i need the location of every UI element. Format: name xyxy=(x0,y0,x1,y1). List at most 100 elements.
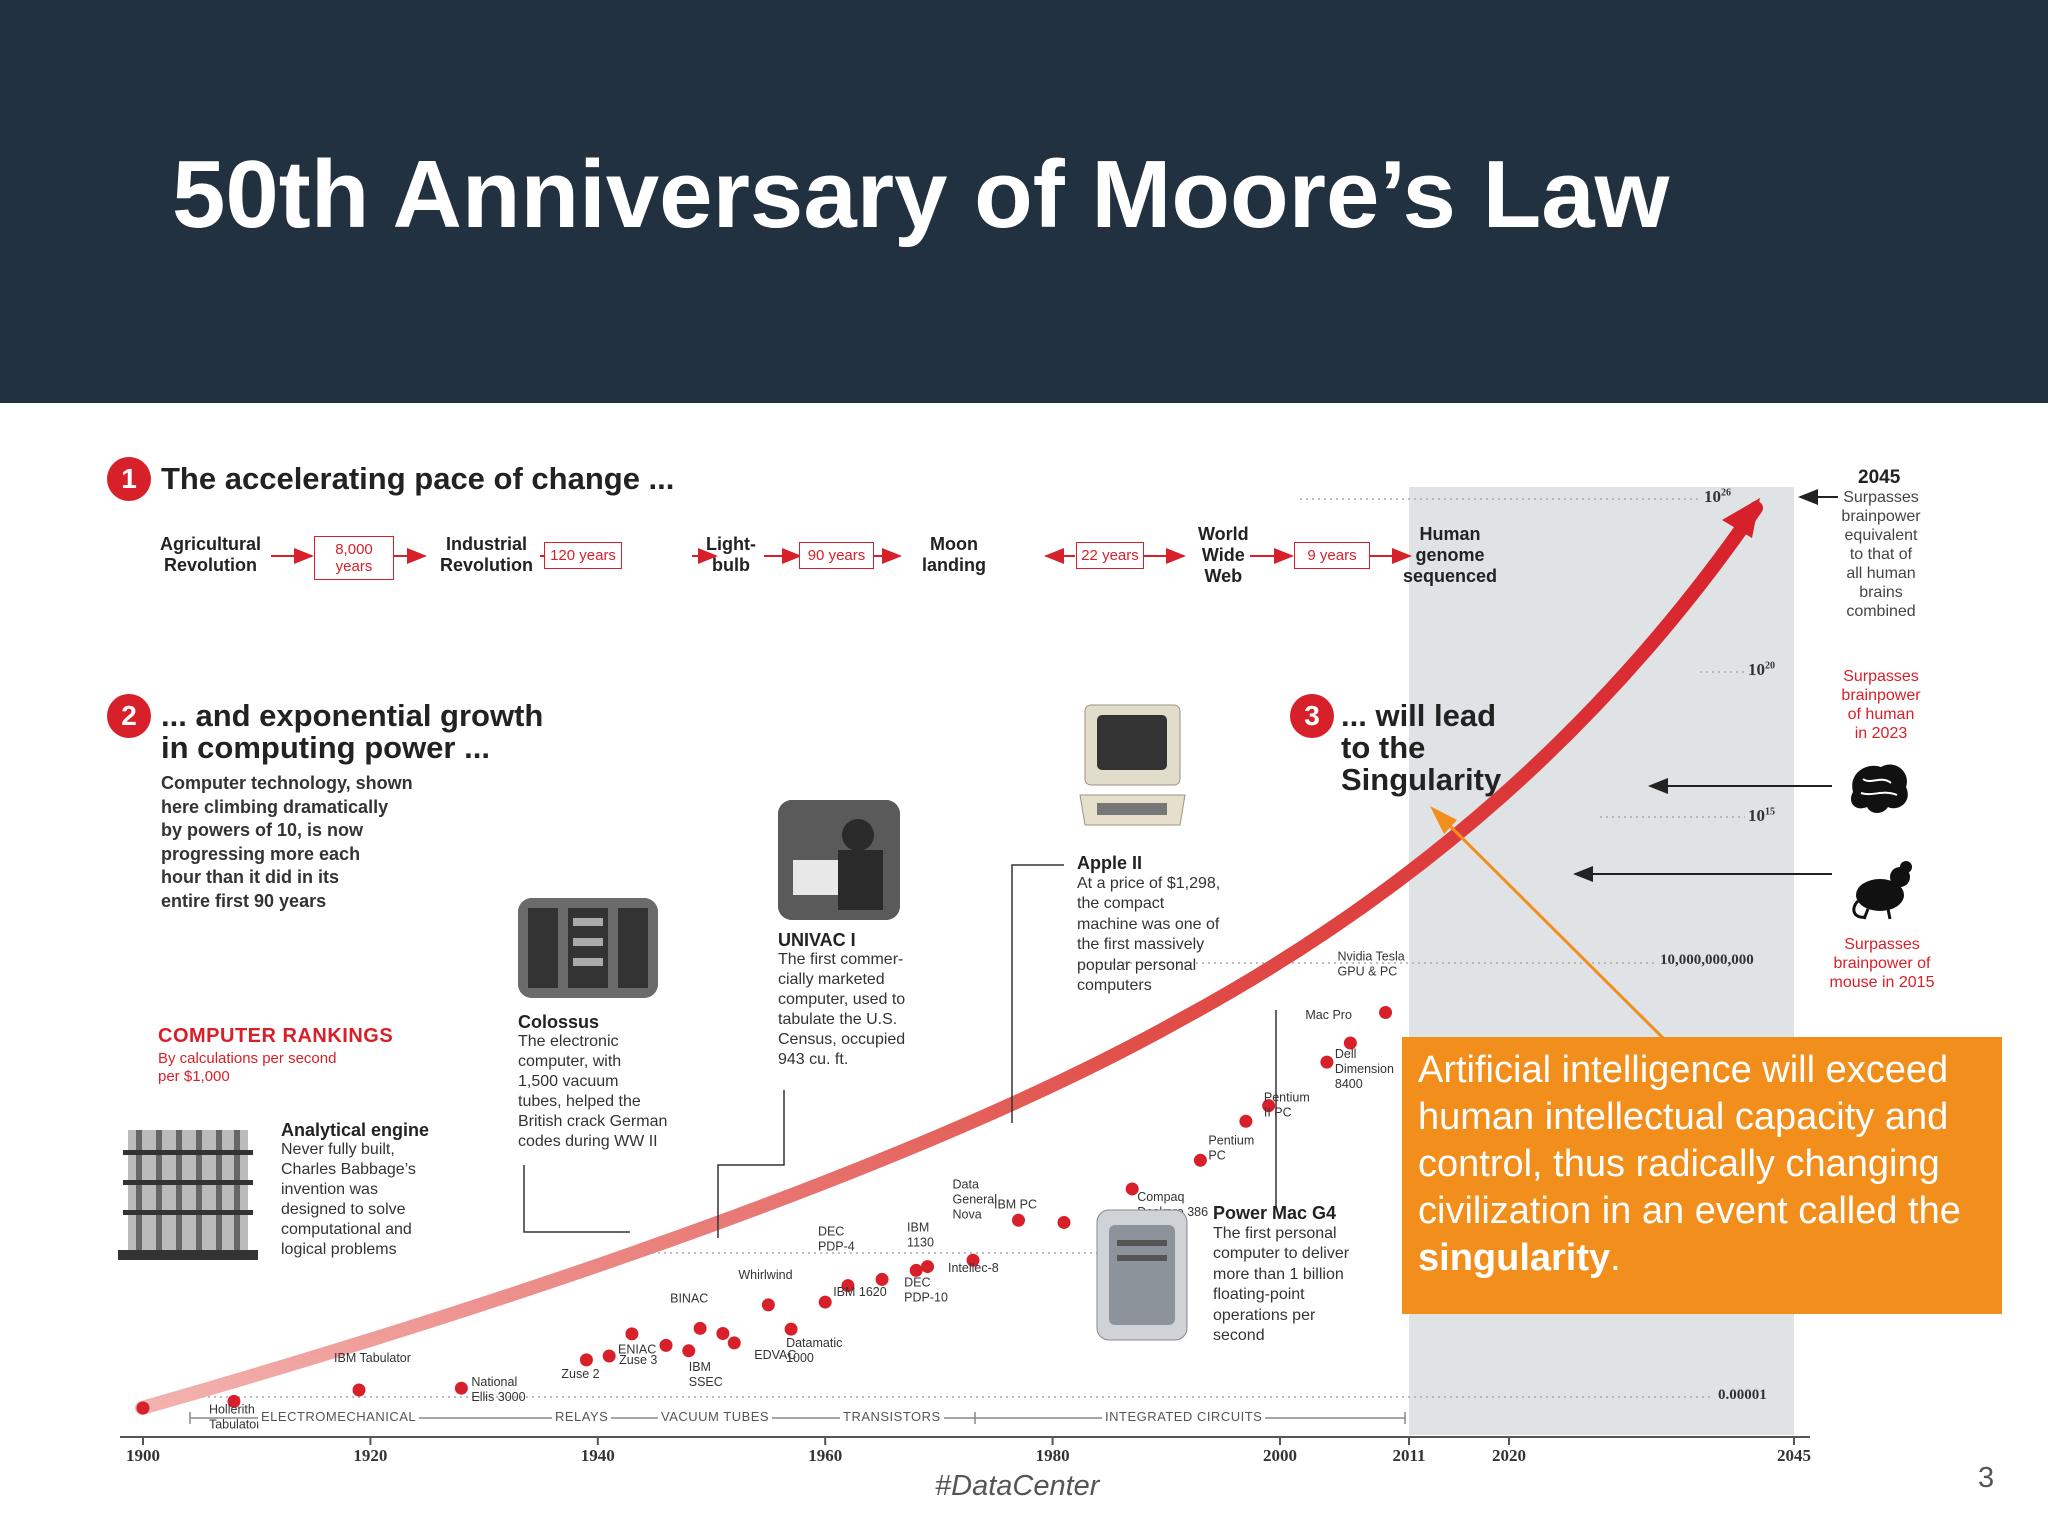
power-mac-title: Power Mac G4 xyxy=(1213,1203,1337,1223)
rankings-subtitle-line-2: per $1,000 xyxy=(158,1068,230,1085)
data-point-label-22-line-1: IBM PC xyxy=(994,1197,1037,1211)
analytical-engine-text-line-4: designed to solve xyxy=(281,1201,406,1218)
data-point-24 xyxy=(1193,1153,1207,1167)
data-point-label-18-line-2: PDP-10 xyxy=(904,1290,948,1304)
data-point-1 xyxy=(136,1401,150,1415)
data-point-21 xyxy=(1011,1213,1025,1227)
gap-box-1: 8,000 years xyxy=(314,536,394,580)
data-point-18 xyxy=(909,1263,923,1277)
data-point-label-6-line-1: Zuse 3 xyxy=(619,1353,657,1367)
slide-title: 50th Anniversary of Moore’s Law xyxy=(172,141,1670,248)
colossus-text-line-3: 1,500 vacuum xyxy=(518,1073,619,1090)
era-label-1: ELECTROMECHANICAL xyxy=(258,1409,420,1424)
section-2-body-line-2: here climbing dramatically xyxy=(161,796,389,817)
x-tick-label-1960: 1960 xyxy=(808,1446,843,1465)
univac-photo xyxy=(778,800,900,920)
leader-lines xyxy=(523,864,1277,1238)
data-point-label-23-line-1: Compaq xyxy=(1137,1190,1184,1204)
data-point-13 xyxy=(761,1298,775,1312)
x-tick-label-1920: 1920 xyxy=(353,1446,388,1465)
milestone-1-line-2: Revolution xyxy=(164,555,257,575)
data-point-label-17-line-2: 1130 xyxy=(907,1235,934,1249)
callout-text: Artificial intelligence will exceed huma… xyxy=(1418,1049,1961,1232)
note-all-human-brains: Surpasses brainpower equivalent to that of a… xyxy=(1830,488,1932,621)
data-point-label-13-line-1: Whirlwind xyxy=(738,1268,792,1282)
apple-ii-annotation: Apple II At a price of $1,298, the compac… xyxy=(1077,853,1220,997)
data-point-4 xyxy=(454,1381,468,1395)
y-label-e26-base: 10 xyxy=(1704,487,1721,506)
milestone-5-line-3: Web xyxy=(1204,566,1243,586)
section-2-title-line-1: ... and exponential growth xyxy=(161,698,544,733)
gap-box-1-line-1: 8,000 xyxy=(335,541,373,558)
milestone-2-line-1: Industrial xyxy=(445,534,527,554)
y-label-e15-base: 10 xyxy=(1748,806,1765,825)
apple-ii-illustration xyxy=(1075,700,1190,835)
y-guide-lines xyxy=(160,498,1745,1398)
colossus-title: Colossus xyxy=(518,1012,600,1032)
milestone-5: World Wide Web xyxy=(1198,524,1249,587)
milestone-5-line-1: World xyxy=(1198,524,1249,544)
computer-rankings-subtitle: By calculations per second per $1,000 xyxy=(158,1050,336,1086)
callout-bold-word: singularity xyxy=(1418,1237,1611,1279)
data-point-20 xyxy=(966,1253,980,1267)
milestone-3-line-2: bulb xyxy=(711,555,750,575)
x-tick-label-1900: 1900 xyxy=(126,1446,160,1465)
data-point-11 xyxy=(716,1326,730,1340)
note-all-human-line-2: brainpower xyxy=(1841,508,1921,525)
note-human-line-1: Surpasses xyxy=(1843,668,1919,685)
x-tick-label-2011: 2011 xyxy=(1392,1446,1426,1465)
apple-ii-text-line-1: At a price of $1,298, xyxy=(1077,874,1221,892)
data-point-label-2-line-2: Tabulator xyxy=(209,1417,260,1431)
milestone-3-line-1: Light- xyxy=(706,534,756,554)
y-label-e15-exp: 15 xyxy=(1765,806,1775,818)
data-point-3 xyxy=(352,1383,366,1397)
note-mouse-line-3: mouse in 2015 xyxy=(1829,974,1935,991)
era-ticks xyxy=(189,1412,1406,1424)
note-human-line-3: of human xyxy=(1847,706,1915,723)
data-point-label-29-line-1: Nvidia Tesla xyxy=(1338,950,1405,964)
colossus-text-line-2: computer, with xyxy=(518,1053,622,1070)
callout-pointer-line xyxy=(1436,812,1665,1040)
data-point-label-20-line-1: Intellec-8 xyxy=(948,1261,999,1275)
data-point-label-14-line-2: 1000 xyxy=(786,1351,814,1365)
data-point-label-24-line-2: PC xyxy=(1208,1148,1225,1162)
y-label-ten-billion: 10,000,000,000 xyxy=(1660,952,1754,968)
data-points xyxy=(136,1006,1393,1415)
data-point-26 xyxy=(1262,1099,1276,1113)
gap-box-5-line-1: 9 years xyxy=(1307,547,1357,564)
milestone-2-line-2: Revolution xyxy=(440,555,533,575)
univac-annotation: UNIVAC I The first commer-cially markete… xyxy=(778,930,905,1070)
footer-hashtag: #DataCenter xyxy=(935,1470,1100,1502)
era-label-2: RELAYS xyxy=(552,1409,612,1424)
power-mac-text-line-1: The first personal xyxy=(1213,1224,1337,1242)
data-point-label-27-line-2: Dimension xyxy=(1335,1062,1394,1076)
gap-box-3-line-1: 90 years xyxy=(807,547,866,564)
milestone-4: Moon landing xyxy=(922,534,986,576)
univac-text-line-3: computer, used to xyxy=(778,991,906,1008)
gap-box-2: 120 years xyxy=(544,542,622,569)
power-mac-text-line-2: computer to deliver xyxy=(1213,1245,1350,1262)
analytical-engine-illustration xyxy=(108,1110,268,1270)
milestone-1: Agricultural Revolution xyxy=(160,534,261,576)
x-tick-label-1980: 1980 xyxy=(1035,1446,1070,1465)
section-1-badge: 1 xyxy=(107,457,151,501)
section-3-title-line-3: Singularity xyxy=(1341,762,1502,797)
data-point-label-4-line-1: National xyxy=(471,1375,517,1389)
data-point-label-29-line-2: GPU & PC xyxy=(1338,965,1398,979)
gap-box-2-line-1: 120 years xyxy=(550,547,616,564)
data-point-label-25-line-2: II PC xyxy=(1264,1105,1292,1119)
section-1-title: The accelerating pace of change ... xyxy=(161,461,675,496)
power-mac-text-line-3: more than 1 billion xyxy=(1213,1265,1344,1283)
data-point-9 xyxy=(682,1344,696,1358)
milestone-2: Industrial Revolution xyxy=(440,534,533,576)
slide-header xyxy=(0,0,2048,403)
data-point-label-19-line-2: General xyxy=(953,1193,997,1207)
section-2-body-line-6: entire first 90 years xyxy=(161,890,327,911)
note-all-human-line-5: all human xyxy=(1846,565,1916,582)
y-label-e26: 1026 xyxy=(1704,487,1731,507)
callout-pointer-head xyxy=(1430,806,1457,834)
data-point-label-12-line-1: EDVAC xyxy=(754,1348,796,1362)
analytical-engine-text-line-1: Never fully built, xyxy=(281,1141,395,1158)
data-point-22 xyxy=(1057,1215,1071,1229)
